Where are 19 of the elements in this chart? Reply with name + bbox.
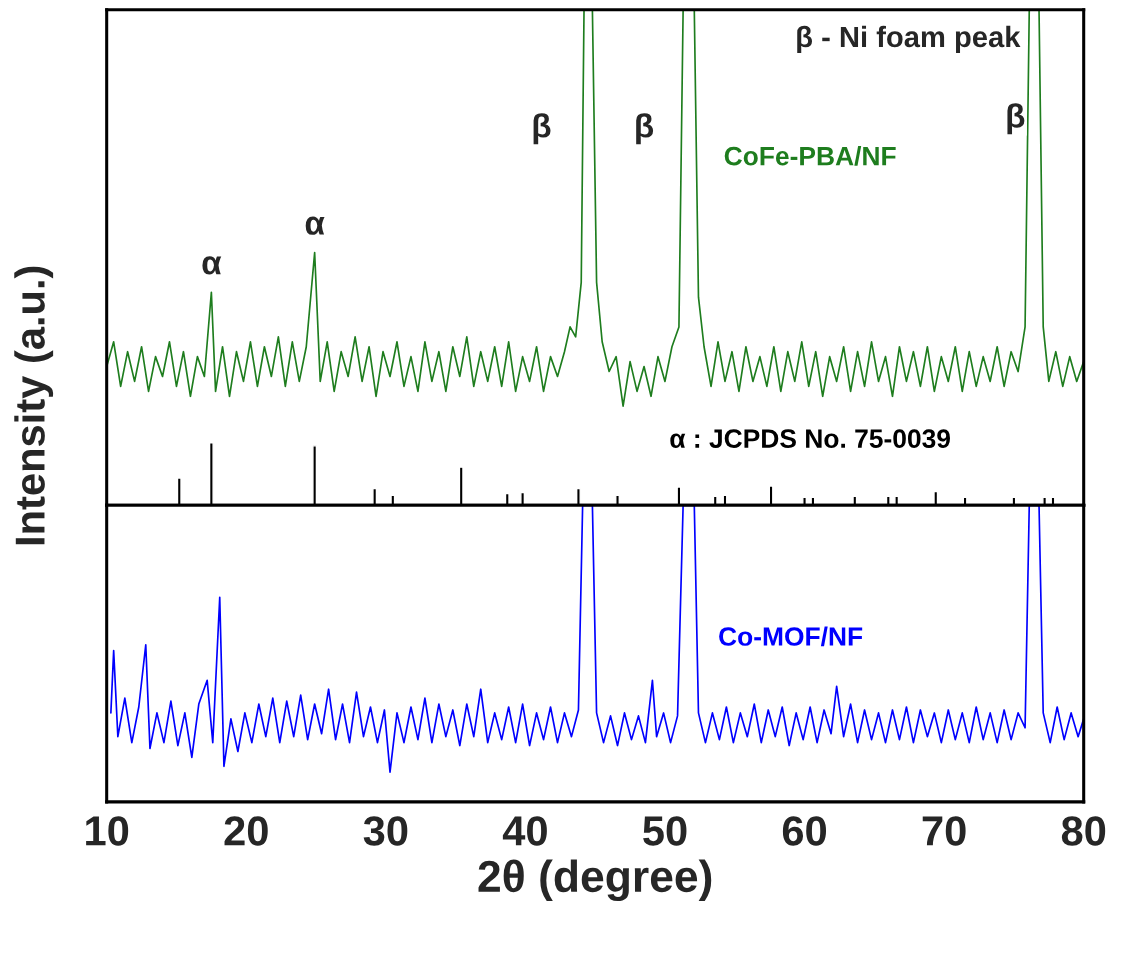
annotation: β <box>533 113 551 145</box>
series-label: CoFe-PBA/NF <box>724 146 896 166</box>
x-tick-label: 50 <box>643 816 687 846</box>
x-axis-title: 2θ (degree) <box>478 859 712 902</box>
x-tick-label: 40 <box>502 816 547 846</box>
x-tick-label: 60 <box>782 816 827 846</box>
x-tick-label: 20 <box>224 816 268 846</box>
x-tick-label: 30 <box>363 816 408 846</box>
annotation: α <box>202 256 222 275</box>
series-label: Co-MOF/NF <box>719 626 863 647</box>
annotation: β - Ni foam peak <box>797 25 1021 54</box>
x-tick-label: 70 <box>922 816 966 846</box>
x-tick-label: 80 <box>1061 816 1106 846</box>
series-label: α : JCPDS No. 75-0039 <box>670 429 950 449</box>
annotation: β <box>636 113 654 145</box>
y-axis-title: Intensity (a.u.) <box>14 266 54 545</box>
annotation: α <box>305 216 325 235</box>
annotation: β <box>1007 103 1025 135</box>
x-tick-label: 10 <box>86 816 129 846</box>
